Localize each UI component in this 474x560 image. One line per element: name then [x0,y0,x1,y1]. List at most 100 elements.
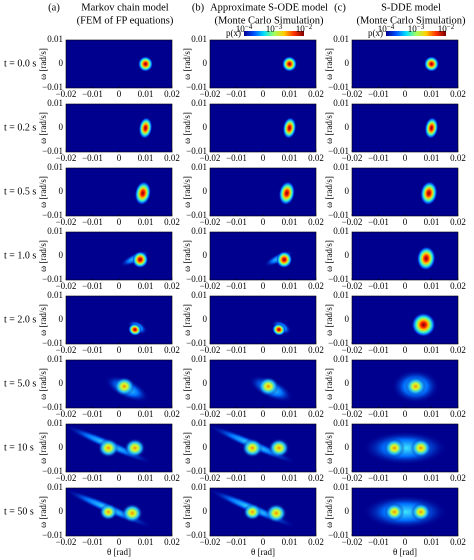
tick-base: 10 [296,24,306,34]
y-tick-label: 0.01 [191,290,207,300]
x-tick-label: 0.01 [424,89,440,99]
x-tick-label: −0.01 [226,409,247,419]
x-tick-label: −0.01 [226,281,247,291]
y-tick-label: 0 [203,186,208,196]
y-axis-label: ω [rad/s] [38,240,48,272]
y-tick-label: 0 [59,58,64,68]
y-tick-label: 0 [59,442,64,452]
row-label: t = 1.0 s [4,250,36,261]
colorbar-tick-label: 10−3 [266,23,283,34]
density [264,250,294,268]
panel-background [352,232,458,280]
heatmap-panel: −0.02 −0.01 0 0.01 0.020.010−0.01ω [rad/s] [38,290,180,355]
density [138,56,153,72]
x-tick-label: 0 [261,153,266,163]
panel-background [210,296,316,344]
x-tick-label: 0.01 [282,217,298,227]
y-tick-label: 0 [59,186,64,196]
heatmap-panel: −0.02 −0.01 0 0.01 0.020.010−0.01ω [rad/s] [324,290,466,355]
x-tick-label: −0.02 [342,409,363,419]
tick-exponent: −3 [275,23,283,31]
density-blob [410,438,432,458]
x-tick-label: 0.01 [138,409,154,419]
heatmap-panel: −0.02 −0.01 0 0.01 0.020.010−0.01ω [rad/s] [324,354,466,419]
x-tick-label: −0.02 [200,537,221,547]
y-axis-label: ω [rad/s] [182,368,192,400]
y-tick-label: −0.01 [42,274,63,284]
y-tick-label: 0.01 [47,162,63,172]
heatmap-panel: −0.02 −0.01 0 0.01 0.020.010−0.01ω [rad/s] [38,418,180,483]
y-tick-label: −0.01 [328,530,349,540]
y-tick-label: −0.01 [42,466,63,476]
heatmap-panel: −0.02 −0.01 0 0.01 0.020.010−0.01ω [rad/s] [324,98,466,163]
tick-exponent: −4 [245,23,253,31]
density-blob [121,503,143,523]
x-tick-label: 0.01 [138,281,154,291]
density-blob [420,181,438,206]
x-tick-label: −0.01 [226,537,247,547]
heatmap-panel: −0.02 −0.01 0 0.01 0.020.010−0.01ω [rad/s] [38,226,180,291]
panel-background [66,40,172,88]
y-tick-label: 0.01 [333,290,349,300]
column-title: Markov chain model [81,2,169,13]
colorbar-tick-label: 10−2 [296,23,313,34]
tick-base: 10 [236,24,246,34]
x-tick-label: 0.01 [424,217,440,227]
y-axis-label: ω [rad/s] [38,176,48,208]
y-axis-label: ω [rad/s] [324,368,334,400]
x-tick-label: −0.01 [82,537,103,547]
column-title: Approximate S-ODE model [210,2,328,13]
x-tick-label: −0.02 [200,153,221,163]
y-tick-label: 0.01 [191,226,207,236]
y-axis-label: ω [rad/s] [38,432,48,464]
heatmap-panel: −0.02 −0.01 0 0.01 0.020.010−0.01ω [rad/s] [182,34,324,99]
y-tick-label: 0.01 [191,98,207,108]
panel-background [352,40,458,88]
y-tick-label: 0 [203,378,208,388]
x-tick-label: −0.02 [342,345,363,355]
x-tick-label: 0 [117,217,122,227]
panel-background [66,232,172,280]
x-tick-label: −0.01 [226,345,247,355]
x-tick-label: 0.02 [450,89,466,99]
y-axis-label: ω [rad/s] [38,304,48,336]
panel-background [352,168,458,216]
y-tick-label: 0 [345,506,350,516]
density-blob [138,117,153,139]
y-tick-label: 0.01 [191,354,207,364]
y-tick-label: 0 [59,506,64,516]
x-tick-label: 0.01 [138,89,154,99]
heatmap-panel: −0.02 −0.01 0 0.01 0.020.010−0.01ω [rad/s] [182,290,324,355]
y-tick-label: 0 [345,58,350,68]
y-axis-label: ω [rad/s] [182,240,192,272]
density [138,117,153,139]
tick-base: 10 [378,24,388,34]
density [282,56,297,72]
y-tick-label: −0.01 [186,530,207,540]
heatmap-panel: −0.02 −0.01 0 0.01 0.020.010−0.01ω [rad/s] [38,34,180,99]
tick-exponent: −4 [387,23,395,31]
y-tick-label: 0.01 [47,290,63,300]
y-tick-label: 0.01 [47,482,63,492]
y-tick-label: 0 [203,58,208,68]
y-tick-label: −0.01 [186,210,207,220]
x-tick-label: 0.02 [164,409,180,419]
x-tick-label: 0.02 [308,153,324,163]
panel-background [66,104,172,152]
y-tick-label: −0.01 [186,82,207,92]
x-tick-label: −0.01 [368,345,389,355]
x-tick-label: 0 [117,345,122,355]
density [278,181,295,206]
x-tick-label: 0 [261,537,266,547]
x-tick-label: −0.01 [226,473,247,483]
x-tick-label: 0 [261,345,266,355]
x-tick-label: 0.02 [308,281,324,291]
y-tick-label: 0.01 [47,34,63,44]
row-label: t = 50 s [4,506,34,517]
y-axis-label: ω [rad/s] [324,48,334,80]
y-tick-label: 0.01 [47,418,63,428]
density-blob [265,503,287,523]
y-tick-label: 0 [345,378,350,388]
density-blob [424,117,439,139]
y-tick-label: −0.01 [42,530,63,540]
